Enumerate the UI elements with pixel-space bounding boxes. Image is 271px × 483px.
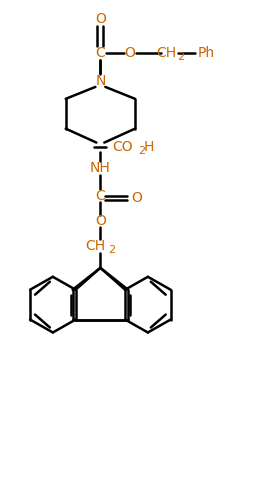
- Text: 2: 2: [108, 245, 115, 255]
- Text: 2: 2: [138, 145, 146, 156]
- Text: C: C: [95, 46, 105, 60]
- Text: CO: CO: [112, 140, 133, 154]
- Text: O: O: [125, 46, 136, 60]
- Text: CH: CH: [157, 46, 177, 60]
- Text: O: O: [95, 12, 106, 26]
- Text: Ph: Ph: [198, 46, 215, 60]
- Text: N: N: [95, 74, 105, 88]
- Text: O: O: [95, 214, 106, 228]
- Text: CH: CH: [85, 239, 105, 253]
- Text: C: C: [95, 189, 105, 203]
- Text: 2: 2: [177, 52, 184, 62]
- Text: NH: NH: [90, 161, 111, 175]
- Text: O: O: [131, 191, 143, 205]
- Text: H: H: [144, 140, 154, 154]
